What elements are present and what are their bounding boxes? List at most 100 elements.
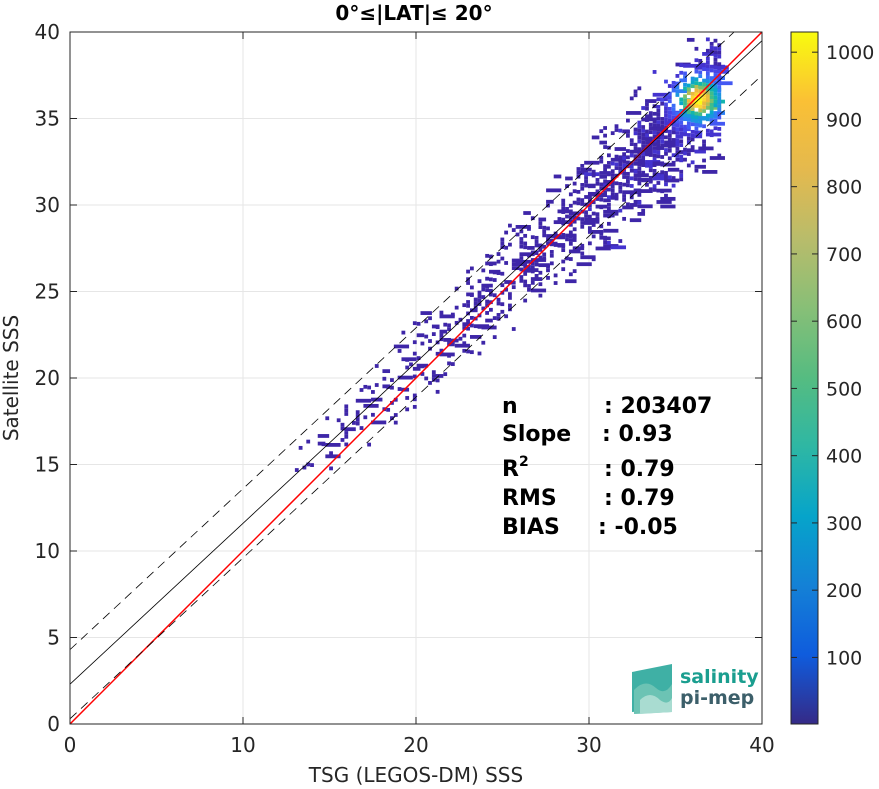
density-cell bbox=[542, 225, 547, 230]
density-cell bbox=[713, 84, 718, 89]
density-cell bbox=[527, 284, 531, 288]
density-cell bbox=[553, 174, 562, 179]
density-cell bbox=[629, 203, 638, 207]
stat-slope-label: Slope bbox=[502, 422, 571, 447]
density-cell bbox=[306, 439, 311, 444]
density-cell bbox=[580, 163, 585, 168]
density-cell bbox=[690, 118, 695, 123]
density-cell bbox=[371, 420, 387, 425]
density-cell bbox=[424, 319, 429, 324]
density-cell bbox=[340, 426, 345, 431]
density-cell bbox=[431, 374, 444, 378]
density-cell bbox=[709, 68, 714, 73]
density-cell bbox=[698, 70, 703, 75]
density-cell bbox=[428, 316, 432, 321]
density-cell bbox=[702, 143, 706, 148]
density-cell bbox=[683, 147, 687, 152]
density-cell bbox=[664, 79, 668, 84]
density-cell bbox=[572, 181, 577, 186]
density-cell bbox=[587, 226, 592, 231]
density-cell bbox=[485, 303, 490, 308]
density-cell bbox=[702, 82, 706, 87]
density-cell bbox=[641, 178, 653, 183]
density-cell bbox=[538, 270, 543, 275]
density-cell bbox=[587, 214, 592, 219]
density-cell bbox=[705, 56, 710, 61]
density-cell bbox=[565, 214, 569, 219]
density-cell bbox=[561, 232, 566, 237]
density-cell bbox=[481, 268, 486, 273]
density-cell bbox=[629, 176, 634, 181]
density-cell bbox=[705, 83, 710, 87]
density-cell bbox=[694, 134, 703, 139]
density-cell bbox=[538, 282, 543, 287]
density-cell bbox=[606, 172, 611, 177]
density-cell bbox=[645, 129, 649, 134]
density-cell bbox=[660, 139, 665, 144]
density-cell bbox=[561, 248, 566, 253]
density-cell bbox=[660, 98, 665, 102]
density-heatmap bbox=[294, 37, 733, 472]
density-cell bbox=[565, 176, 573, 181]
density-cell bbox=[717, 54, 722, 59]
density-cell bbox=[481, 287, 486, 292]
density-cell bbox=[587, 184, 596, 189]
density-cell bbox=[614, 211, 619, 216]
density-cell bbox=[705, 86, 710, 91]
density-cell bbox=[576, 262, 592, 267]
density-cell bbox=[667, 137, 672, 142]
density-cell bbox=[652, 176, 668, 181]
density-cell bbox=[648, 130, 653, 135]
density-cell bbox=[694, 92, 699, 97]
density-cell bbox=[648, 149, 653, 154]
density-cell bbox=[694, 123, 699, 127]
density-cell bbox=[660, 136, 665, 140]
density-cell bbox=[515, 232, 520, 237]
density-cell bbox=[637, 162, 642, 167]
density-cell bbox=[679, 158, 684, 163]
density-cell bbox=[481, 340, 486, 345]
density-cell bbox=[561, 210, 566, 214]
density-cell bbox=[614, 166, 619, 170]
density-cell bbox=[439, 310, 444, 315]
density-cell bbox=[629, 142, 634, 146]
density-cell bbox=[717, 115, 722, 120]
density-cell bbox=[420, 341, 425, 346]
density-cell bbox=[702, 109, 706, 113]
density-cell bbox=[675, 134, 684, 139]
y-tick-label: 30 bbox=[35, 193, 60, 217]
density-cell bbox=[435, 389, 440, 394]
density-cell bbox=[382, 376, 387, 381]
density-cell bbox=[618, 163, 623, 167]
density-cell bbox=[412, 366, 421, 371]
density-cell bbox=[302, 465, 307, 470]
density-cell bbox=[698, 58, 703, 63]
density-cell bbox=[656, 120, 661, 124]
density-cell bbox=[500, 283, 505, 288]
density-cell bbox=[618, 239, 623, 243]
density-cell bbox=[667, 114, 672, 119]
density-cell bbox=[466, 281, 470, 285]
density-cell bbox=[675, 85, 680, 90]
density-cell bbox=[667, 99, 672, 104]
density-cell bbox=[565, 184, 569, 188]
density-cell bbox=[683, 132, 687, 137]
density-cell bbox=[515, 225, 531, 229]
x-axis-ticks: 0 10 20 30 40 bbox=[64, 32, 775, 757]
y-tick-label: 5 bbox=[47, 626, 60, 650]
density-cell bbox=[485, 299, 490, 304]
density-cell bbox=[527, 253, 531, 258]
density-cell bbox=[622, 216, 627, 221]
density-cell bbox=[405, 407, 410, 412]
density-cell bbox=[626, 171, 630, 176]
density-cell bbox=[660, 101, 665, 106]
density-cell bbox=[683, 128, 687, 133]
density-cell bbox=[637, 189, 653, 193]
x-axis-label: TSG (LEGOS-DM) SSS bbox=[308, 763, 523, 787]
density-cell bbox=[686, 87, 691, 92]
density-cell bbox=[538, 263, 550, 268]
density-cell bbox=[568, 215, 573, 220]
density-cell bbox=[481, 295, 486, 299]
density-cell bbox=[713, 92, 718, 96]
density-cell bbox=[679, 173, 684, 178]
